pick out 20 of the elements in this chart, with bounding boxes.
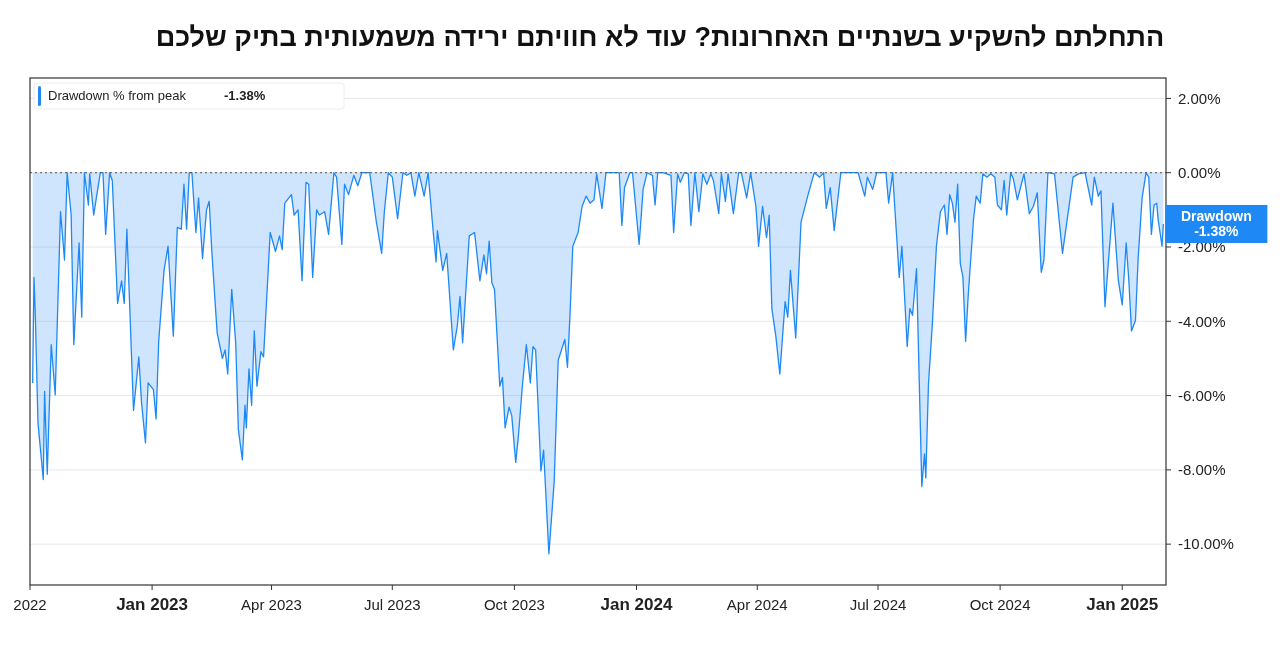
x-tick-label: Apr 2023: [241, 596, 302, 613]
legend-label: Drawdown % from peak: [48, 88, 187, 103]
x-tick-label: Jul 2024: [849, 596, 907, 613]
y-tick-label: -6.00%: [1178, 386, 1226, 404]
x-tick-label: Oct 2023: [483, 596, 545, 613]
x-tick-label: Oct 2024: [969, 596, 1031, 613]
y-tick-label: 2.00%: [1178, 89, 1221, 107]
y-tick-label: -10.00%: [1178, 535, 1234, 553]
x-tick-label: 2022: [13, 596, 47, 613]
x-tick-label: Jan 2025: [1086, 595, 1159, 614]
x-tick-label: Jul 2023: [363, 596, 421, 613]
annotation: Drawdown -1.38%: [1180, 207, 1252, 239]
y-tick-label: -4.00%: [1178, 312, 1226, 330]
x-tick-label: Jan 2023: [116, 595, 189, 614]
y-tick-label: 0.00%: [1178, 163, 1221, 181]
y-tick-label: -8.00%: [1178, 461, 1226, 479]
x-tick-label: Apr 2024: [726, 596, 788, 613]
x-tick-label: Jan 2024: [600, 595, 673, 614]
annotation: -1.38%: [224, 88, 266, 103]
chart-title: התחלתם להשקיע בשנתיים האחרונות? עוד לא חוויתם ירידה משמעותית בתיק שלכם: [155, 22, 1165, 52]
